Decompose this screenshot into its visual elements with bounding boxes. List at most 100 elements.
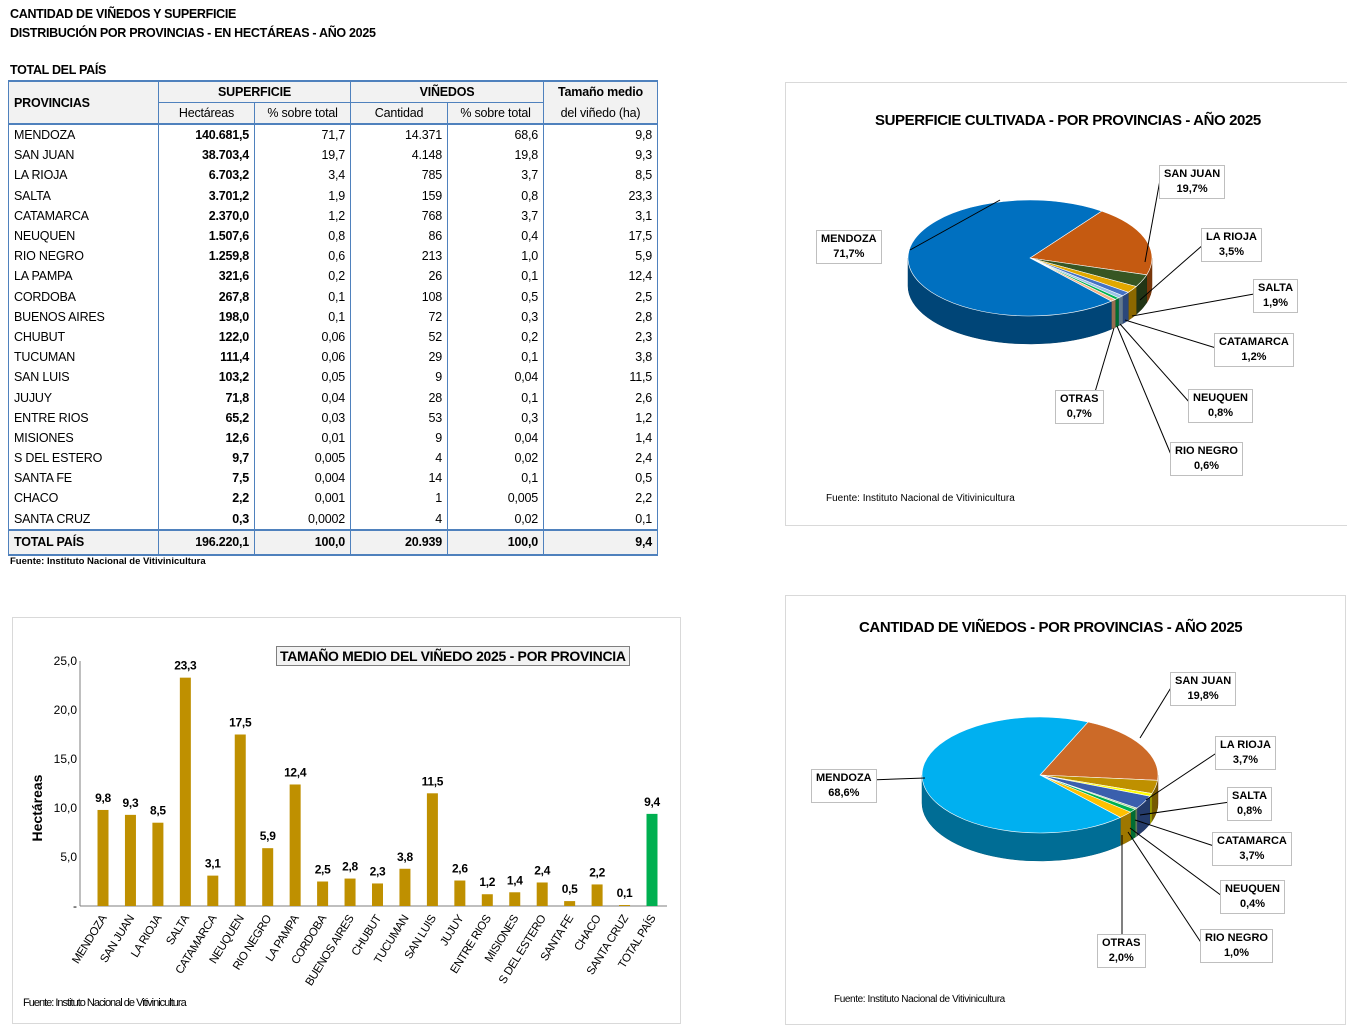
bar-value-label: 11,5 [422,774,444,788]
bar-value-label: 0,1 [617,886,633,900]
cantidad: 213 [350,246,448,267]
pie-label: CATAMARCA 3,7% [1212,832,1292,866]
bar-buenos-aires [344,878,356,906]
province-name: TUCUMAN [8,347,159,368]
leader-line [1139,685,1173,739]
report-subtitle: DISTRIBUCIÓN POR PROVINCIAS - EN HECTÁRE… [10,26,376,40]
table-row: SAN LUIS 103,2 0,05 9 0,04 11,5 [8,367,658,388]
pie-label: OTRAS 0,7% [1055,390,1104,424]
pie-label-value: 0,8% [1207,407,1234,419]
tamano-medio: 9,3 [543,145,658,166]
province-name: S DEL ESTERO [8,448,159,469]
pie2-slices [921,716,1159,862]
y-tick-label: 25,0 [54,654,78,668]
province-name: CATAMARCA [8,205,159,226]
bar-value-label: 9,8 [95,791,111,805]
hectareas: 111,4 [158,347,255,368]
bar-value-label: 12,4 [284,765,307,779]
table-row: CORDOBA 267,8 0,1 108 0,5 2,5 [8,286,658,307]
tamano-medio: 17,5 [543,225,658,247]
total-cell: 100,0 [254,528,351,556]
bar-value-label: 2,6 [452,862,468,876]
pie-label-value: 71,7% [833,248,865,260]
report-title: CANTIDAD DE VIÑEDOS Y SUPERFICIE [10,7,237,21]
table-row: SANTA CRUZ 0,3 0,0002 4 0,02 0,1 [8,508,658,530]
pie-label-value: 1,9% [1262,297,1289,309]
bar-value-label: 0,5 [562,882,578,896]
leader-line [1139,243,1205,301]
leader-line [1139,801,1231,816]
pct-superficie: 0,6 [254,246,351,267]
x-tick-label: SALTA [164,913,192,948]
table-row: CATAMARCA 2.370,0 1,2 768 3,7 3,1 [8,205,658,226]
pie-slice-mendoza [907,199,1113,317]
bar-value-label: 8,5 [150,804,166,818]
bar-la-pampa [289,784,301,906]
pct-vinedos: 19,8 [447,145,544,166]
pct-superficie: 0,03 [254,407,351,428]
cantidad: 4.148 [350,145,448,166]
bar-jujuy [454,880,466,906]
bar-value-label: 3,8 [397,850,413,864]
pct-superficie: 0,004 [254,468,351,489]
bar-value-label: 9,4 [644,795,660,809]
cantidad: 159 [350,185,448,206]
total-cell: 20.939 [350,528,448,556]
pie-label: SALTA 1,9% [1253,279,1299,313]
tamano-medio: 2,8 [543,306,658,327]
pie-slice-side [1115,297,1119,328]
table-row: CHUBUT 122,0 0,06 52 0,2 2,3 [8,326,658,348]
col-tamano-2: del viñedo (ha) [543,102,658,125]
bar-chart-source: Fuente: Instituto Nacional de Vitivinicu… [23,997,187,1009]
pie-label: MENDOZA 68,6% [811,769,877,803]
pct-vinedos: 0,1 [447,468,544,489]
pie-label-name: SAN JUAN [1164,168,1221,180]
leader-line [1144,179,1161,263]
pie-label-name: OTRAS [1060,393,1099,405]
bar-chart-tamano [12,617,681,1024]
province-name: SAN LUIS [8,367,159,388]
pie-slice-san-juan [1039,721,1159,781]
cantidad: 52 [350,326,448,348]
bar-value-label: 2,2 [589,865,605,879]
leader-line [909,199,1001,251]
pie-slice-side [1130,808,1136,841]
total-row: TOTAL PAÍS 196.220,1 100,0 20.939 100,0 9,4 [8,528,658,556]
bar-value-label: 23,3 [174,659,197,673]
pie1-slices [907,199,1153,345]
hectareas: 38.703,4 [158,145,255,166]
table-row: RIO NEGRO 1.259,8 0,6 213 1,0 5,9 [8,246,658,267]
bar-value-label: 2,3 [370,864,386,878]
col-tamano: Tamaño medio [543,80,658,103]
pie2-source: Fuente: Instituto Nacional de Vitivinicu… [834,994,1005,1005]
province-name: CHACO [8,488,159,509]
pct-vinedos: 0,04 [447,427,544,448]
leader-line [1116,325,1173,458]
pct-vinedos: 0,02 [447,508,544,530]
pct-superficie: 0,8 [254,225,351,247]
pie-label-name: RIO NEGRO [1175,445,1238,457]
bar-santa-cruz [619,905,631,906]
col-hectareas: Hectáreas [158,102,255,125]
total-cell: 100,0 [447,528,544,556]
table-row: LA PAMPA 321,6 0,2 26 0,1 12,4 [8,266,658,287]
bar-chubut [372,883,383,906]
tamano-medio: 12,4 [543,266,658,287]
pie-label-name: MENDOZA [821,233,877,245]
tamano-medio: 3,8 [543,347,658,368]
bar-mendoza [97,809,109,906]
tamano-medio: 2,6 [543,387,658,408]
tamano-medio: 0,1 [543,508,658,530]
pie-label: RIO NEGRO 1,0% [1200,929,1273,963]
pie1-source: Fuente: Instituto Nacional de Vitivinicu… [826,493,1015,504]
bar-san-luis [426,793,438,906]
province-name: SANTA CRUZ [8,508,159,530]
hectareas: 9,7 [158,448,255,469]
pie-label-name: CATAMARCA [1219,336,1289,348]
pct-vinedos: 3,7 [447,165,544,186]
tamano-medio: 9,8 [543,124,658,146]
table-row: SALTA 3.701,2 1,9 159 0,8 23,3 [8,185,658,206]
table-row: MENDOZA 140.681,5 71,7 14.371 68,6 9,8 [8,124,658,146]
tamano-medio: 1,2 [543,407,658,428]
